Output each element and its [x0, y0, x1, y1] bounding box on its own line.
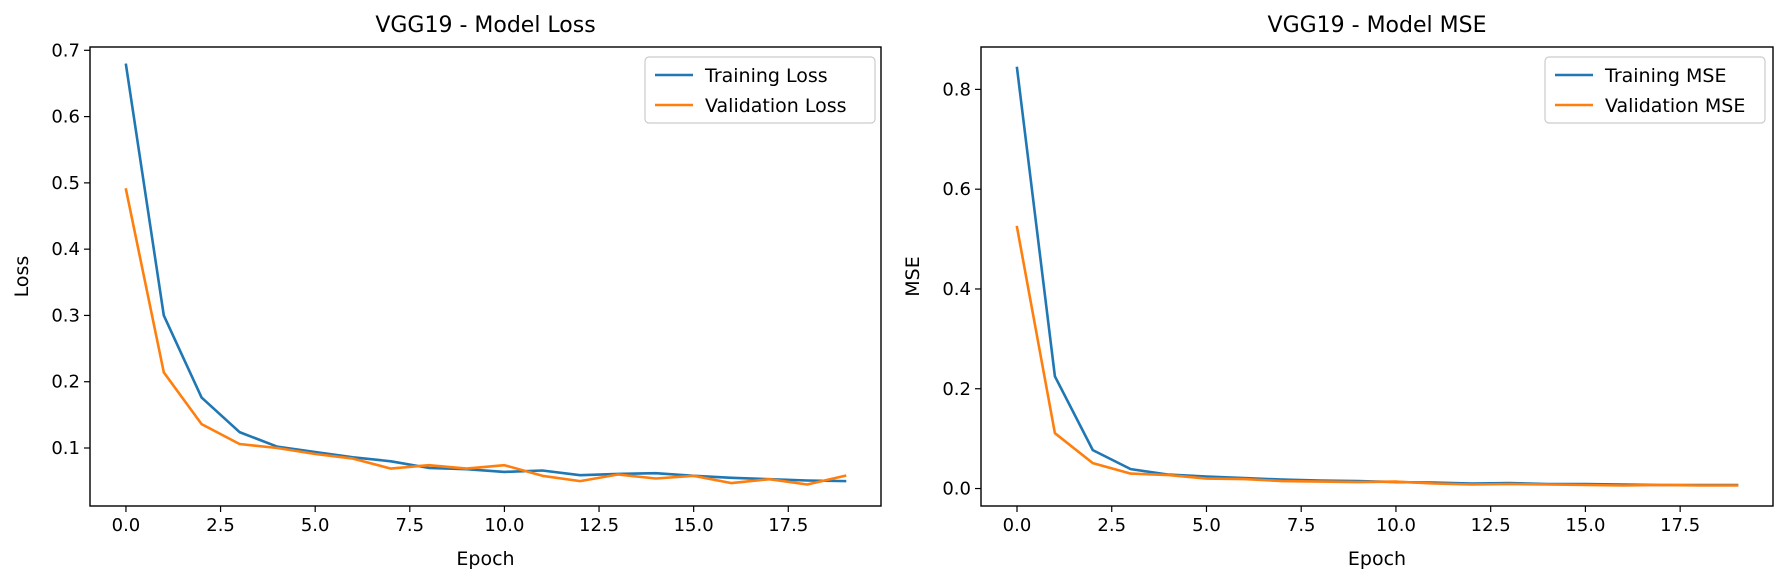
y-tick-label: 0.5	[51, 173, 80, 194]
loss-chart: VGG19 - Model Loss 0.0 2.5 5.0 7.5 10.0 12.5 15…	[11, 13, 882, 570]
legend-entry-label: Training MSE	[1604, 65, 1726, 87]
mse-plot-frame	[980, 46, 1774, 507]
x-tick-label: 15.0	[1565, 515, 1605, 536]
y-tick-label: 0.0	[942, 479, 971, 500]
y-tick-label: 0.1	[51, 438, 80, 459]
y-tick-label: 0.3	[51, 305, 80, 326]
mse-chart: VGG19 - Model MSE 0.0 2.5 5.0 7.5 10.0 12.5 15.…	[902, 13, 1774, 570]
x-tick-label: 0.0	[112, 515, 141, 536]
loss-legend: Training Loss Validation Loss	[644, 56, 876, 124]
y-tick-label: 0.8	[942, 79, 971, 100]
mse-series-validation-line	[1015, 225, 1739, 487]
x-tick-label: 7.5	[395, 515, 424, 536]
mse-series-training-line	[1015, 66, 1739, 487]
mse-legend: Training MSE Validation MSE	[1544, 56, 1766, 124]
y-tick-label: 0.4	[942, 279, 971, 300]
x-tick-label: 0.0	[1003, 515, 1032, 536]
x-tick-label: 7.5	[1287, 515, 1316, 536]
x-tick-label: 15.0	[674, 515, 714, 536]
x-tick-label: 10.0	[484, 515, 524, 536]
loss-x-axis-label: Epoch	[456, 548, 514, 570]
x-tick-label: 5.0	[1192, 515, 1221, 536]
y-tick-label: 0.6	[51, 107, 80, 128]
legend-box	[1544, 56, 1766, 124]
x-tick-label: 2.5	[1097, 515, 1126, 536]
legend-box	[644, 56, 876, 124]
x-tick-label: 10.0	[1376, 515, 1416, 536]
loss-series-validation-line	[124, 187, 847, 486]
x-tick-label: 2.5	[206, 515, 235, 536]
x-tick-label: 5.0	[301, 515, 330, 536]
x-tick-label: 12.5	[1471, 515, 1511, 536]
x-tick-label: 12.5	[579, 515, 619, 536]
mse-x-axis-label: Epoch	[1348, 548, 1406, 570]
mse-chart-title: VGG19 - Model MSE	[1268, 13, 1487, 38]
legend-entry-label: Validation Loss	[705, 95, 847, 117]
y-tick-label: 0.4	[51, 239, 80, 260]
x-tick-label: 17.5	[768, 515, 808, 536]
legend-entry-label: Validation MSE	[1605, 95, 1745, 117]
y-tick-label: 0.2	[942, 379, 971, 400]
x-tick-label: 17.5	[1660, 515, 1700, 536]
y-tick-label: 0.2	[51, 372, 80, 393]
loss-series-training-line	[124, 63, 847, 483]
y-tick-label: 0.6	[942, 179, 971, 200]
loss-plot-frame	[89, 46, 882, 507]
y-tick-label: 0.7	[51, 40, 80, 61]
legend-entry-label: Training Loss	[704, 65, 828, 87]
loss-y-axis-label: Loss	[11, 256, 33, 298]
loss-chart-title: VGG19 - Model Loss	[375, 13, 595, 38]
mse-y-axis-label: MSE	[902, 256, 924, 296]
